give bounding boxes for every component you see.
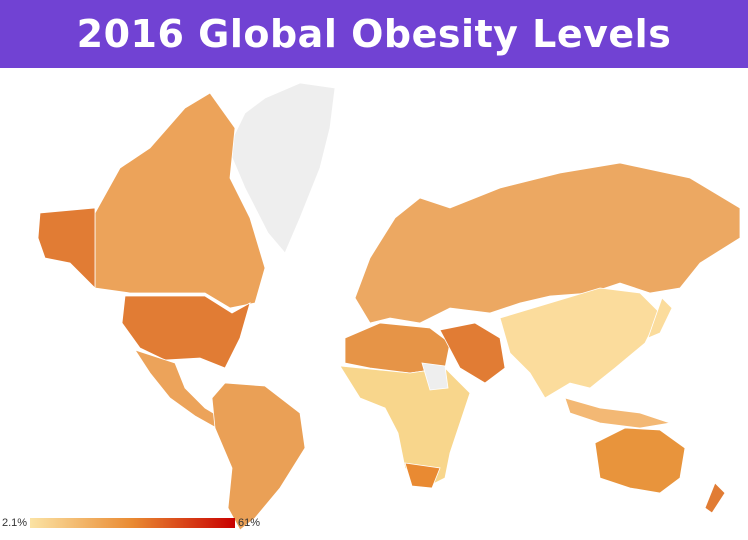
eurasia-north: [354, 162, 741, 324]
indonesia: [564, 397, 671, 429]
title: 2016 Global Obesity Levels: [0, 0, 748, 68]
asia-south-east: [499, 287, 661, 399]
africa: [339, 365, 471, 489]
horn-africa: [421, 362, 449, 391]
world-map: [37, 82, 741, 531]
middle-east: [439, 322, 506, 384]
legend-max: 61%: [238, 517, 261, 529]
legend-min: 2.1%: [2, 517, 28, 529]
alaska: [37, 207, 96, 289]
legend-gradient: [30, 518, 235, 528]
new-zealand: [704, 482, 726, 514]
japan: [647, 297, 673, 339]
australia: [594, 427, 686, 494]
usa: [121, 295, 251, 369]
south-africa: [404, 462, 441, 489]
canada: [94, 92, 266, 309]
south-america: [211, 382, 306, 531]
